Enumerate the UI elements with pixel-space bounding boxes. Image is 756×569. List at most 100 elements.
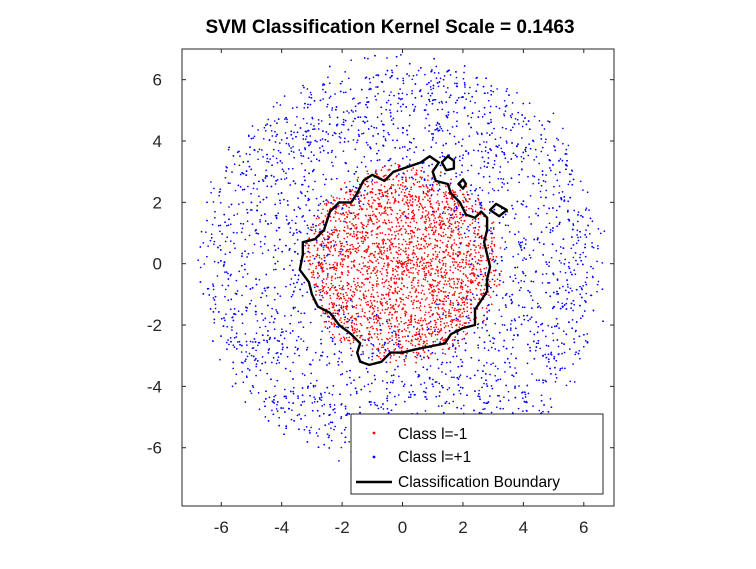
data-point xyxy=(381,278,384,280)
data-point xyxy=(353,291,356,294)
data-point xyxy=(453,376,455,379)
data-point xyxy=(385,279,388,281)
data-point xyxy=(431,187,433,189)
data-point xyxy=(244,333,247,335)
data-point xyxy=(334,249,337,252)
data-point xyxy=(546,365,548,368)
data-point xyxy=(483,267,486,270)
data-point xyxy=(406,199,409,201)
data-point xyxy=(384,165,386,167)
data-point xyxy=(457,280,460,283)
data-point xyxy=(351,235,354,238)
data-point xyxy=(321,304,323,307)
data-point xyxy=(373,213,375,216)
data-point xyxy=(452,257,455,260)
data-point xyxy=(320,257,323,260)
data-point xyxy=(329,219,332,222)
data-point xyxy=(318,289,321,292)
data-point xyxy=(367,144,369,146)
data-point xyxy=(429,242,432,245)
data-point xyxy=(399,262,402,265)
data-point xyxy=(333,322,336,325)
data-point xyxy=(362,293,365,295)
data-point xyxy=(425,103,428,106)
data-point xyxy=(361,230,364,233)
data-point xyxy=(367,245,370,248)
data-point xyxy=(599,232,602,235)
data-point xyxy=(468,255,471,257)
data-point xyxy=(482,237,485,239)
data-point xyxy=(494,322,497,325)
data-point xyxy=(404,232,407,234)
data-point xyxy=(553,185,555,188)
data-point xyxy=(296,414,299,417)
data-point xyxy=(344,203,347,206)
data-point xyxy=(465,209,468,211)
data-point xyxy=(414,199,417,201)
data-point xyxy=(389,229,392,232)
data-point xyxy=(374,272,376,275)
data-point xyxy=(520,155,523,158)
data-point xyxy=(491,259,493,262)
data-point xyxy=(354,214,356,217)
data-point xyxy=(548,265,550,267)
data-point xyxy=(343,339,346,341)
data-point xyxy=(407,259,409,262)
data-point xyxy=(322,278,325,280)
data-point xyxy=(397,286,399,289)
data-point xyxy=(449,234,452,236)
data-point xyxy=(455,261,458,264)
data-point xyxy=(438,251,441,253)
data-point xyxy=(424,196,426,198)
data-point xyxy=(337,292,340,295)
data-point xyxy=(457,309,459,311)
data-point xyxy=(315,197,318,200)
data-point xyxy=(430,194,433,196)
data-point xyxy=(355,248,358,250)
data-point xyxy=(411,204,413,206)
data-point xyxy=(442,220,444,222)
data-point xyxy=(363,315,365,317)
data-point xyxy=(517,253,520,256)
data-point xyxy=(364,265,367,267)
data-point xyxy=(592,246,595,249)
data-point xyxy=(410,314,413,316)
data-point xyxy=(490,230,492,233)
data-point xyxy=(347,271,350,274)
data-point xyxy=(429,320,432,323)
data-point xyxy=(490,303,493,306)
data-point xyxy=(276,178,279,181)
data-point xyxy=(420,257,423,260)
data-point xyxy=(327,201,330,204)
data-point xyxy=(343,311,345,313)
data-point xyxy=(391,226,394,228)
data-point xyxy=(541,282,544,284)
data-point xyxy=(354,190,357,193)
data-point xyxy=(331,323,333,325)
data-point xyxy=(394,291,397,293)
data-point xyxy=(366,170,369,173)
data-point xyxy=(482,255,484,257)
data-point xyxy=(438,382,441,385)
data-point xyxy=(288,153,290,155)
data-point xyxy=(338,350,341,353)
data-point xyxy=(381,309,384,311)
data-point xyxy=(212,283,214,285)
data-point xyxy=(336,177,338,180)
data-point xyxy=(400,227,403,230)
data-point xyxy=(476,234,479,236)
data-point xyxy=(437,318,439,321)
data-point xyxy=(350,267,353,269)
data-point xyxy=(459,323,461,326)
data-point xyxy=(286,118,288,121)
data-point xyxy=(588,232,591,235)
data-point xyxy=(286,355,289,358)
data-point xyxy=(421,184,424,186)
data-point xyxy=(397,305,400,308)
data-point xyxy=(379,270,382,273)
data-point xyxy=(527,175,529,178)
data-point xyxy=(504,157,507,160)
data-point xyxy=(418,330,420,333)
data-point xyxy=(470,279,473,281)
data-point xyxy=(367,214,370,217)
